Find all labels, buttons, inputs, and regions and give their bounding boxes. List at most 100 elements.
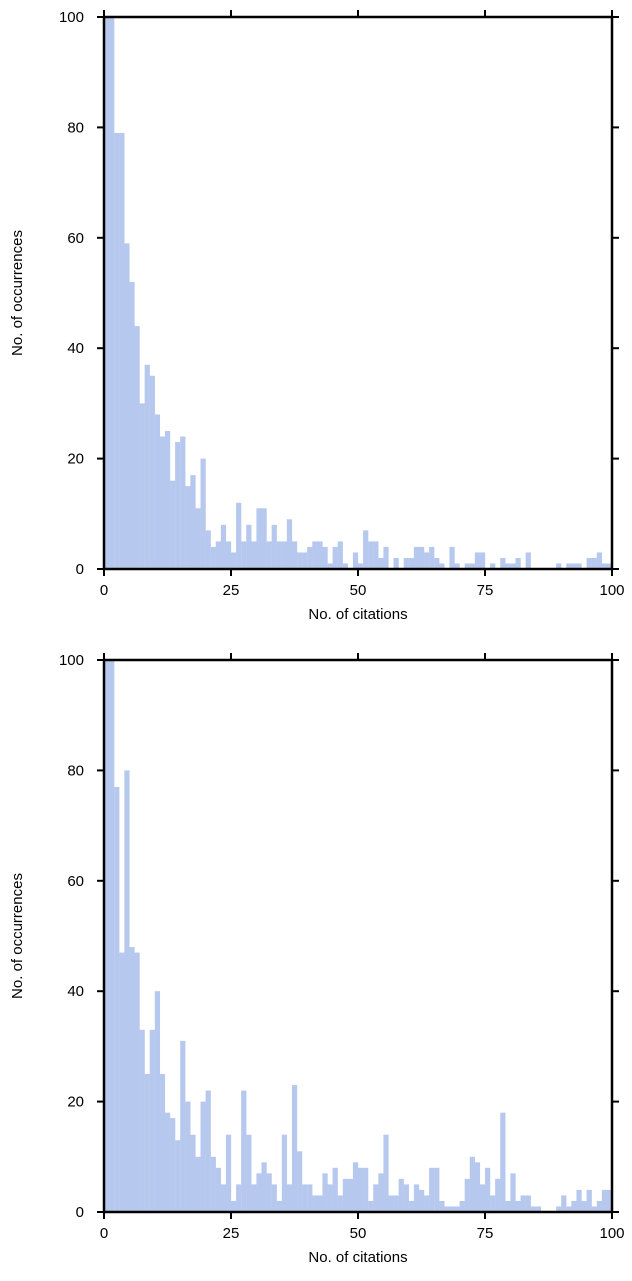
histogram-bar bbox=[134, 952, 140, 1212]
histogram-bar bbox=[500, 1112, 506, 1212]
histogram-bar bbox=[119, 132, 125, 570]
histogram-bar bbox=[195, 1156, 201, 1212]
histogram-bar bbox=[185, 486, 191, 569]
histogram-bar bbox=[429, 546, 435, 569]
chart-top: 0 25 50 75 100 0 20 40 60 80 100 No. of citations No… bbox=[9, 9, 625, 623]
histogram-bar bbox=[368, 1200, 374, 1212]
y-tick-label: 100 bbox=[59, 9, 84, 26]
histogram-bar bbox=[185, 1101, 191, 1212]
histogram-bar bbox=[469, 563, 475, 569]
histogram-bar bbox=[601, 563, 608, 569]
histogram-bar bbox=[327, 1184, 333, 1212]
histogram-bar bbox=[104, 17, 110, 569]
histogram-bar bbox=[144, 364, 150, 569]
histogram-bar bbox=[520, 1195, 526, 1212]
histogram-bar bbox=[159, 436, 166, 569]
histogram-bar bbox=[297, 1151, 303, 1212]
histogram-bar bbox=[246, 1134, 252, 1212]
histogram-bar bbox=[398, 1178, 404, 1212]
histogram-bar bbox=[225, 1134, 232, 1212]
histogram-bar bbox=[413, 1184, 420, 1212]
histogram-bar bbox=[515, 557, 521, 569]
x-tick-label: 100 bbox=[599, 1225, 624, 1242]
histogram-bar bbox=[129, 281, 135, 569]
chart-bottom: 0 25 50 75 100 0 20 40 60 80 100 No. of citations No… bbox=[9, 652, 625, 1266]
histogram-bar bbox=[170, 480, 176, 569]
histogram-bar bbox=[591, 557, 597, 569]
histogram-bar bbox=[109, 660, 115, 1212]
histogram-bar bbox=[479, 1184, 486, 1212]
histogram-bar bbox=[164, 1112, 171, 1212]
y-tick-label: 80 bbox=[67, 762, 84, 779]
histogram-bar bbox=[276, 541, 282, 569]
histogram-bar bbox=[241, 541, 247, 569]
histogram-bar bbox=[363, 1167, 369, 1212]
histogram-bar bbox=[291, 1085, 298, 1212]
histogram-bar bbox=[373, 541, 379, 569]
histogram-bar bbox=[119, 952, 125, 1212]
histogram-bar bbox=[459, 1200, 465, 1212]
histogram-bar bbox=[434, 1167, 440, 1212]
histogram-bar bbox=[307, 1184, 313, 1212]
histogram-bar bbox=[363, 530, 369, 569]
histogram-bar bbox=[444, 1206, 450, 1212]
histogram-bar bbox=[352, 552, 359, 569]
y-tick-label: 100 bbox=[59, 652, 84, 669]
histogram-bar bbox=[261, 1162, 267, 1212]
histogram-bar bbox=[129, 947, 135, 1212]
histogram-bar bbox=[408, 557, 415, 569]
histogram-bar bbox=[342, 1178, 348, 1212]
histogram-bar bbox=[530, 1206, 536, 1212]
histogram-bar bbox=[368, 541, 374, 569]
y-tick-label: 60 bbox=[67, 873, 84, 890]
histogram-bar bbox=[144, 1074, 150, 1212]
histogram-bar bbox=[114, 132, 120, 570]
histogram-bar bbox=[576, 563, 582, 569]
histogram-bar bbox=[525, 1195, 531, 1212]
histogram-bar bbox=[358, 563, 364, 569]
histogram-bar bbox=[606, 1189, 613, 1212]
histogram-bar bbox=[271, 524, 277, 569]
y-tick-label: 20 bbox=[67, 1094, 84, 1111]
histogram-bar bbox=[332, 1167, 338, 1212]
y-tick-label: 40 bbox=[67, 340, 84, 357]
histogram-bar bbox=[337, 1195, 343, 1212]
x-tick-label: 75 bbox=[477, 1225, 494, 1242]
histogram-bar bbox=[266, 1173, 272, 1212]
histogram-bar bbox=[200, 1101, 206, 1212]
histogram-bar bbox=[571, 563, 577, 569]
histogram-bar bbox=[266, 541, 272, 569]
histogram-bar bbox=[510, 563, 516, 569]
histogram-bar bbox=[495, 1178, 501, 1212]
histogram-bar bbox=[358, 1167, 364, 1212]
histogram-bar bbox=[286, 519, 293, 569]
histogram-bar bbox=[180, 1040, 186, 1212]
histogram-bar bbox=[154, 414, 161, 569]
histogram-bar bbox=[180, 436, 186, 569]
histogram-bar bbox=[332, 546, 338, 569]
histogram-bar bbox=[312, 541, 318, 569]
histogram-bar bbox=[139, 403, 145, 569]
histogram-bar bbox=[424, 552, 430, 569]
x-tick-label: 0 bbox=[100, 582, 108, 599]
y-tick-label: 80 bbox=[67, 119, 84, 136]
histogram-bar bbox=[251, 541, 257, 569]
histogram-bar bbox=[190, 1134, 196, 1212]
x-tick-label: 50 bbox=[350, 1225, 367, 1242]
histogram-bar bbox=[429, 1167, 435, 1212]
x-tick-label: 25 bbox=[223, 1225, 240, 1242]
histogram-bar bbox=[281, 1134, 288, 1212]
y-tick-label: 60 bbox=[67, 230, 84, 247]
x-axis-title: No. of citations bbox=[308, 606, 407, 623]
histogram-bar bbox=[139, 1029, 145, 1212]
histogram-bar bbox=[383, 1134, 389, 1212]
histogram-bar bbox=[596, 552, 602, 569]
histogram-bar bbox=[256, 1173, 262, 1212]
bars bbox=[104, 660, 613, 1212]
x-tick-label: 25 bbox=[223, 582, 240, 599]
histogram-bar bbox=[342, 563, 348, 569]
histogram-bar bbox=[352, 1162, 359, 1212]
histogram-bar bbox=[175, 1140, 181, 1212]
histogram-bar bbox=[505, 1200, 511, 1212]
